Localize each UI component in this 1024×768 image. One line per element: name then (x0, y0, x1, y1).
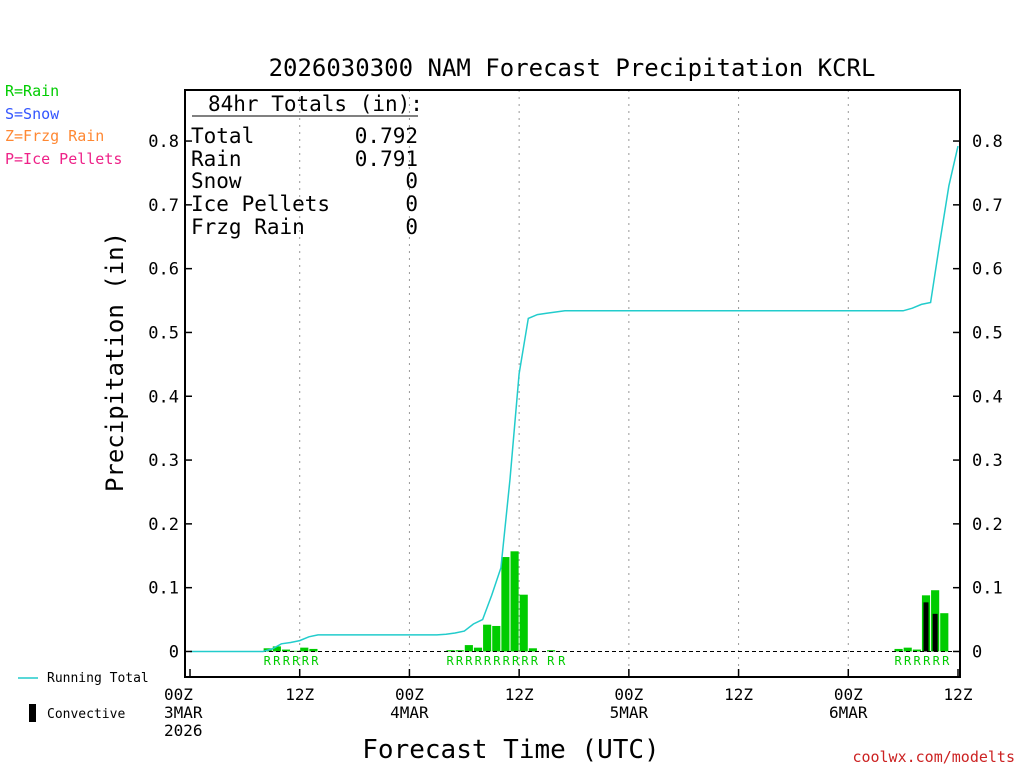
precip-bar (528, 648, 537, 652)
precip-bar (912, 649, 921, 652)
x-tick-label: 00Z (395, 685, 424, 704)
precip-bar (547, 650, 556, 652)
totals-header: 84hr Totals (in): (208, 92, 423, 116)
credit-text: coolwx.com/modelts (852, 748, 1015, 766)
precip-bar (272, 646, 281, 652)
precip-bar (483, 624, 492, 652)
y-tick-label-right: 0.8 (972, 132, 1003, 152)
running-total-line (190, 145, 959, 653)
precip-bar (501, 557, 510, 652)
x-tick-label: 12Z (285, 685, 314, 704)
y-tick-label-right: 0.5 (972, 323, 1003, 343)
precip-bar (519, 594, 528, 652)
precip-bar (510, 551, 519, 652)
plot-frame (184, 89, 961, 678)
chart-title: 2026030300 NAM Forecast Precipitation KC… (269, 54, 876, 82)
precip-bar (464, 645, 473, 652)
x-tick-label: 6MAR (829, 703, 868, 722)
ptype-legend: R=Rain S=Snow Z=Frzg Rain P=Ice Pellets (5, 82, 122, 168)
totals-box: 84hr Totals (in): Total 0.792 Rain 0.791… (191, 92, 423, 239)
totals-rain-value: 0.791 (355, 147, 418, 171)
y-tick-label-left: 0.6 (148, 260, 179, 280)
y-axis-left: 0 0.1 0.2 0.3 0.4 0.5 0.6 0.7 0.8 (148, 132, 192, 662)
bottom-legend: Running Total Convective (18, 671, 149, 722)
running-total-legend-label: Running Total (47, 671, 149, 686)
x-tick-label: 00Z (834, 685, 863, 704)
x-tick-label: 12Z (724, 685, 753, 704)
totals-ice-label: Ice Pellets (191, 192, 330, 216)
y-tick-label-left: 0.7 (148, 196, 179, 216)
legend-snow: S=Snow (5, 105, 60, 123)
x-tick-label: 00Z (614, 685, 643, 704)
legend-frzg-rain: Z=Frzg Rain (5, 127, 104, 145)
totals-snow-label: Snow (191, 169, 242, 193)
ptype-label: RRRRRR (264, 654, 320, 668)
ptype-label: RRRRRR (895, 654, 951, 668)
x-tick-label: 3MAR (164, 703, 203, 722)
y-tick-label-right: 0.4 (972, 387, 1003, 407)
y-tick-label-right: 0.3 (972, 451, 1003, 471)
vertical-gridlines (299, 90, 849, 677)
precip-bar (492, 625, 501, 652)
hourly-precip-bars (263, 551, 949, 652)
y-tick-label-left: 0.4 (148, 387, 179, 407)
convective-legend-label: Convective (47, 707, 125, 722)
x-tick-label: 12Z (944, 685, 973, 704)
x-axis-label: Forecast Time (UTC) (362, 735, 659, 765)
totals-rain-label: Rain (191, 147, 242, 171)
precip-bar (455, 650, 464, 652)
x-tick-label: 2026 (164, 721, 203, 740)
y-tick-label-right: 0.2 (972, 515, 1003, 535)
precip-bar (446, 650, 455, 652)
convective-swatch (29, 704, 36, 722)
precip-bar (309, 648, 318, 652)
y-tick-label-left: 0.8 (148, 132, 179, 152)
y-axis-right: 0 0.1 0.2 0.3 0.4 0.5 0.6 0.7 0.8 (953, 132, 1003, 662)
totals-snow-value: 0 (405, 169, 418, 193)
totals-total-label: Total (191, 124, 254, 148)
convective-bar (923, 602, 929, 652)
totals-total-value: 0.792 (355, 124, 418, 148)
totals-frzg-label: Frzg Rain (191, 215, 305, 239)
precip-bar (903, 647, 912, 652)
totals-ice-value: 0 (405, 192, 418, 216)
y-axis-label: Precipitation (in) (101, 232, 129, 492)
y-tick-label-left: 0.1 (148, 579, 179, 599)
ptype-label: RR (547, 654, 566, 668)
legend-rain: R=Rain (5, 82, 59, 100)
x-tick-label: 00Z (164, 685, 193, 704)
precip-bar (473, 647, 483, 652)
x-tick-label: 4MAR (390, 703, 429, 722)
totals-frzg-value: 0 (405, 215, 418, 239)
convective-bars (923, 602, 938, 652)
precip-bar (894, 648, 903, 652)
x-tick-label: 12Z (505, 685, 534, 704)
y-tick-label-left: 0.5 (148, 323, 179, 343)
y-tick-label-right: 0.1 (972, 579, 1003, 599)
ptype-labels: RRRRRR RRRRRRRRRR RR RRRRRR (264, 654, 950, 668)
y-tick-label-right: 0.7 (972, 196, 1003, 216)
y-tick-label-right: 0 (972, 642, 982, 662)
precip-bar (300, 647, 309, 652)
ptype-label: RRRRRRRRRR (447, 654, 539, 668)
y-tick-label-left: 0 (169, 642, 179, 662)
precip-bar (291, 650, 300, 652)
legend-ice-pellets: P=Ice Pellets (5, 150, 122, 168)
convective-bar (932, 613, 938, 652)
x-tick-label: 5MAR (610, 703, 649, 722)
precip-bar (281, 649, 291, 652)
precip-bar (940, 613, 949, 652)
y-tick-label-left: 0.3 (148, 451, 179, 471)
y-tick-label-left: 0.2 (148, 515, 179, 535)
y-tick-label-right: 0.6 (972, 260, 1003, 280)
